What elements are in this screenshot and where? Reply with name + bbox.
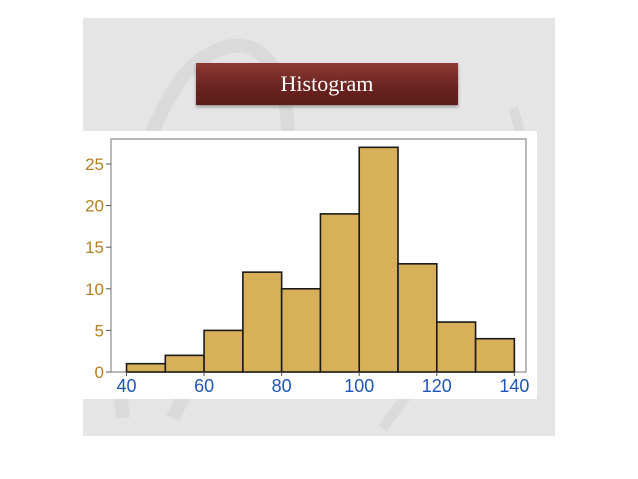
x-tick-label: 140 <box>499 376 529 396</box>
y-tick-label: 15 <box>85 238 104 257</box>
histogram-bar <box>358 146 399 373</box>
histogram-chart: 0 5 10 15 20 25 40 60 80 100 120 140 <box>83 131 537 399</box>
y-tick-label: 5 <box>95 321 104 340</box>
histogram-bar <box>397 263 438 373</box>
y-tick-label: 25 <box>85 155 104 174</box>
histogram-bar <box>242 271 283 373</box>
y-tick-label: 10 <box>85 280 104 299</box>
histogram-bar <box>280 287 322 373</box>
x-tick-label: 120 <box>422 376 452 396</box>
y-tick-label: 20 <box>85 197 104 216</box>
histogram-bar <box>164 354 205 373</box>
y-tick-label: 0 <box>95 363 104 382</box>
histogram-svg: 0 5 10 15 20 25 40 60 80 100 120 140 <box>85 138 529 396</box>
histogram-bar <box>319 213 361 373</box>
slide-title: Histogram <box>196 63 458 105</box>
histogram-bar <box>125 362 167 373</box>
x-tick-label: 80 <box>272 376 292 396</box>
histogram-bar <box>435 321 477 373</box>
x-tick-label: 40 <box>116 376 136 396</box>
histogram-bar <box>203 329 244 373</box>
x-tick-label: 60 <box>194 376 214 396</box>
x-tick-label: 100 <box>344 376 374 396</box>
histogram-bar <box>474 337 516 373</box>
